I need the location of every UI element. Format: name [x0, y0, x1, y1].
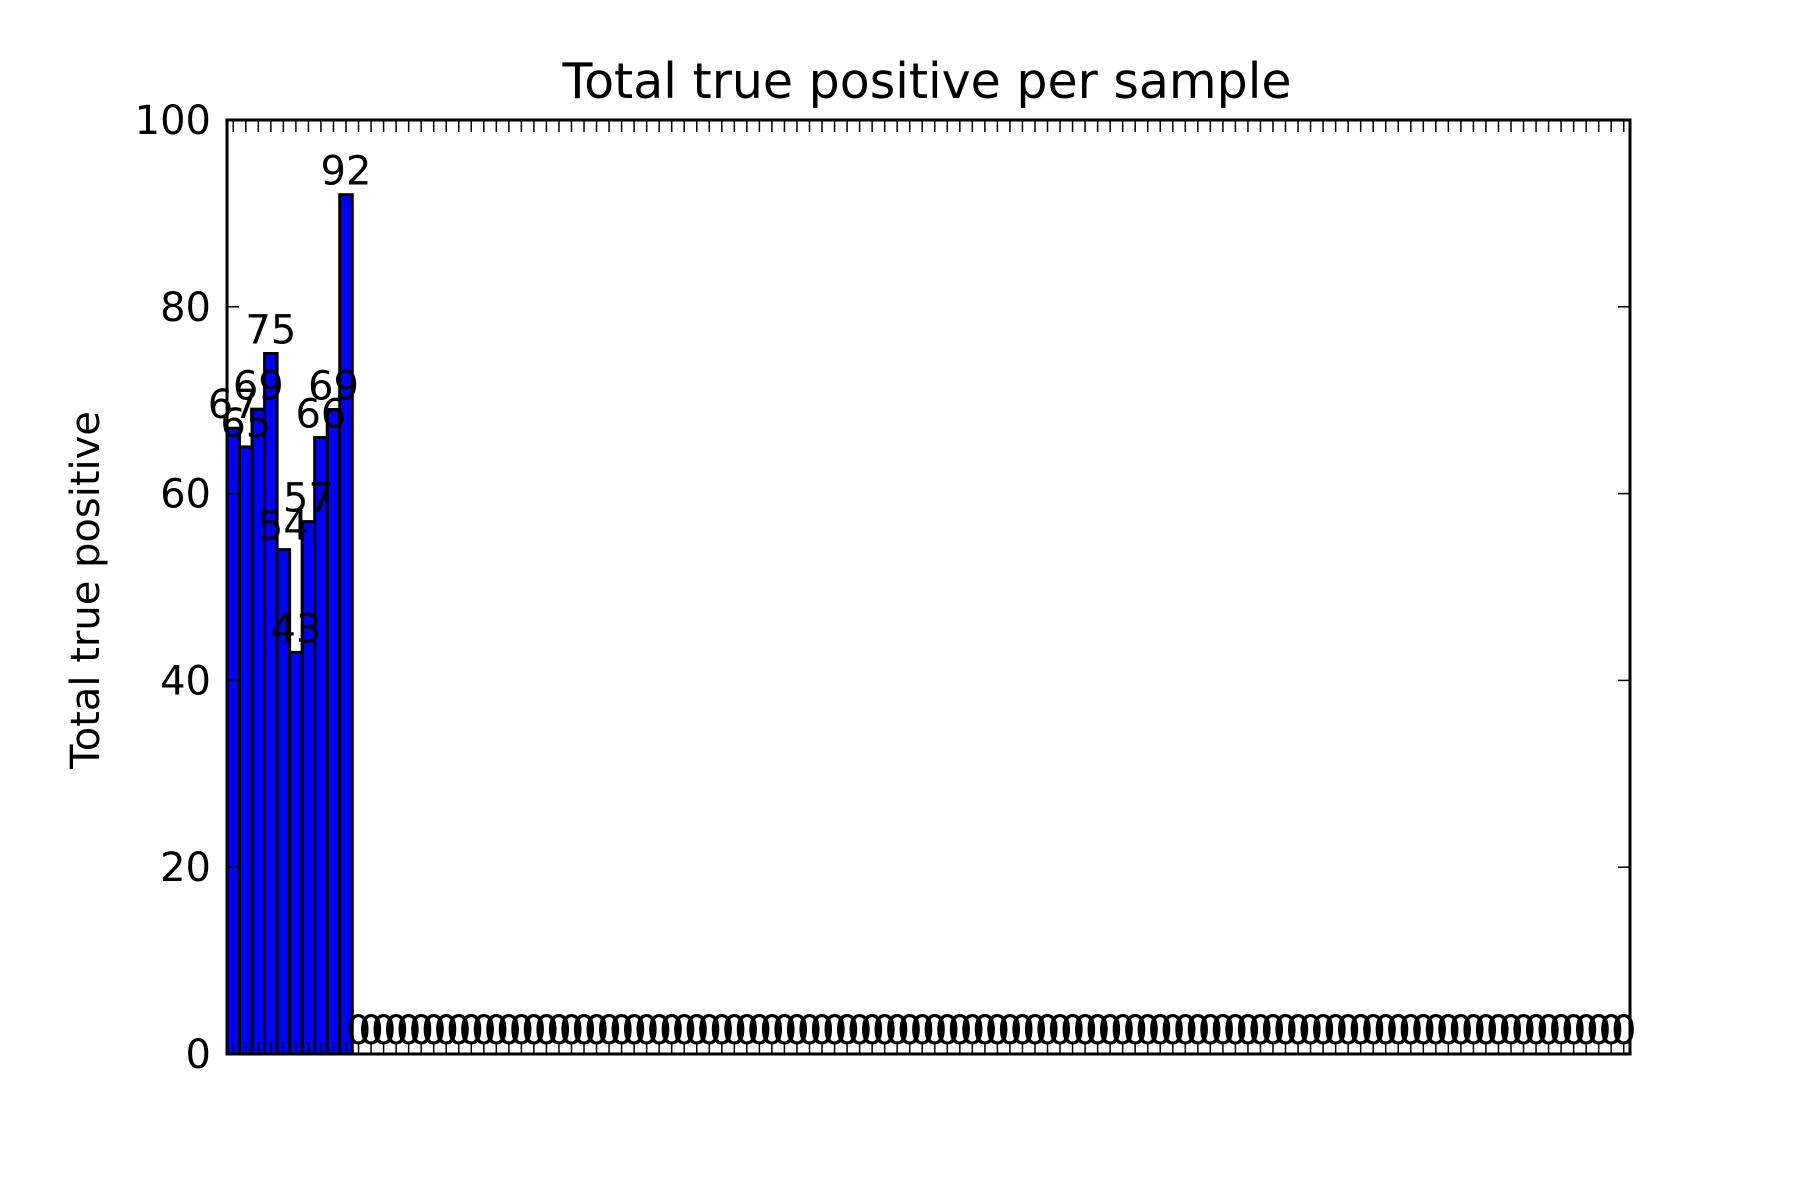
bar-value-label: 66	[295, 392, 346, 438]
bars-layer	[225, 193, 354, 1056]
bar-value-label: 57	[283, 476, 334, 522]
bar	[313, 436, 329, 1056]
bar-value-label: 69	[308, 364, 359, 410]
bar-value-label: 75	[245, 308, 296, 354]
bar-value-label: 65	[220, 401, 271, 447]
y-tick-label: 40	[160, 658, 211, 704]
bar-value-label: 92	[321, 149, 372, 195]
bar-value-label: 69	[233, 364, 284, 410]
y-axis-label: Total true positive	[63, 411, 109, 770]
y-tick-label: 60	[160, 472, 211, 518]
bar	[288, 650, 304, 1056]
chart-title: Total true positive per sample	[561, 53, 1291, 110]
bar	[338, 193, 354, 1056]
bar	[300, 520, 317, 1056]
bar-value-label: 43	[270, 606, 321, 652]
y-tick-label: 20	[160, 845, 211, 891]
plot-frame	[225, 118, 1632, 1056]
bar	[225, 426, 242, 1056]
bar-value-label: 54	[258, 504, 309, 550]
y-tick-label: 0	[186, 1032, 211, 1078]
y-tick-label: 100	[135, 98, 211, 144]
y-tick-label: 80	[160, 285, 211, 331]
data-labels-layer: 6765697554435766699200000000000000000000…	[208, 149, 1637, 1054]
bar	[263, 352, 279, 1056]
bar	[238, 445, 254, 1056]
ticks-layer: 0 20 40 60 80 100	[135, 98, 1630, 1078]
bar-value-label: 67	[208, 382, 259, 428]
